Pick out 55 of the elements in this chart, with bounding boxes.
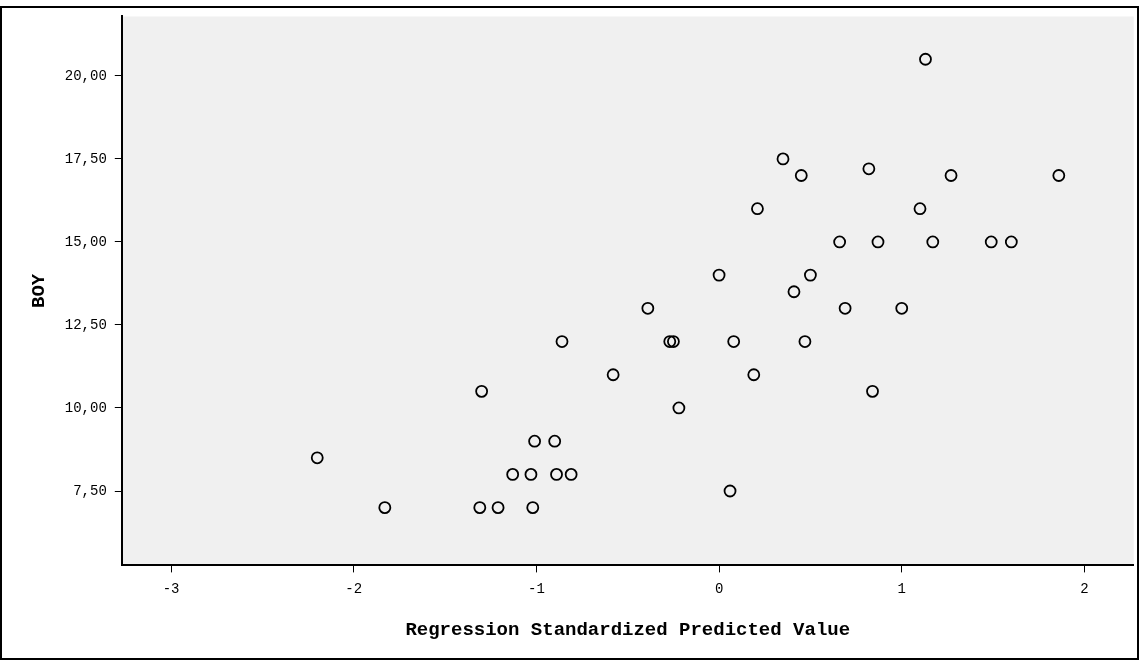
point: [473, 501, 487, 515]
point: [862, 162, 876, 176]
y-tick-label: 10,00: [64, 399, 107, 416]
y-tick-label: 20,00: [64, 67, 107, 84]
y-axis-title: BOY: [28, 273, 51, 309]
point: [838, 301, 852, 315]
point: [926, 235, 940, 249]
point: [866, 384, 879, 398]
point: [787, 285, 801, 299]
point: [833, 235, 847, 249]
point: [475, 384, 489, 398]
point: [548, 434, 562, 448]
point: [712, 268, 726, 282]
x-tick-label: -2: [345, 580, 363, 597]
point: [747, 368, 761, 382]
x-axis-title: Regression Standardized Predicted Value: [405, 619, 851, 642]
point: [913, 202, 927, 216]
y-tick-label: 15,00: [64, 233, 107, 250]
point: [1004, 235, 1018, 249]
point: [804, 268, 817, 282]
point: [491, 501, 505, 515]
point: [672, 401, 686, 415]
point: [727, 335, 741, 348]
point: [944, 169, 958, 182]
point: [378, 501, 392, 515]
y-tick-label: 7,50: [73, 482, 107, 499]
point: [663, 335, 677, 348]
point: [798, 335, 812, 348]
point: [641, 301, 655, 315]
point: [606, 368, 620, 382]
x-tick-label: 1: [897, 580, 906, 597]
point: [310, 451, 324, 465]
point: [751, 202, 764, 216]
point: [1052, 169, 1066, 182]
point: [550, 468, 563, 481]
point: [895, 301, 909, 315]
x-tick-label: 2: [1080, 580, 1089, 597]
x-tick-label: -3: [162, 580, 180, 597]
x-tick-label: 0: [714, 580, 724, 597]
point: [506, 468, 520, 481]
point: [984, 235, 998, 249]
point: [555, 335, 569, 348]
point: [526, 501, 540, 515]
y-tick-label: 12,50: [64, 316, 107, 333]
point: [667, 335, 680, 348]
point: [871, 235, 885, 249]
x-tick-label: -1: [528, 580, 545, 597]
point: [524, 468, 538, 481]
point: [723, 484, 737, 498]
y-tick-label: 17,50: [64, 150, 107, 167]
point: [776, 152, 790, 166]
point: [528, 434, 541, 448]
point: [564, 468, 578, 481]
point: [794, 169, 808, 182]
point: [919, 52, 932, 66]
